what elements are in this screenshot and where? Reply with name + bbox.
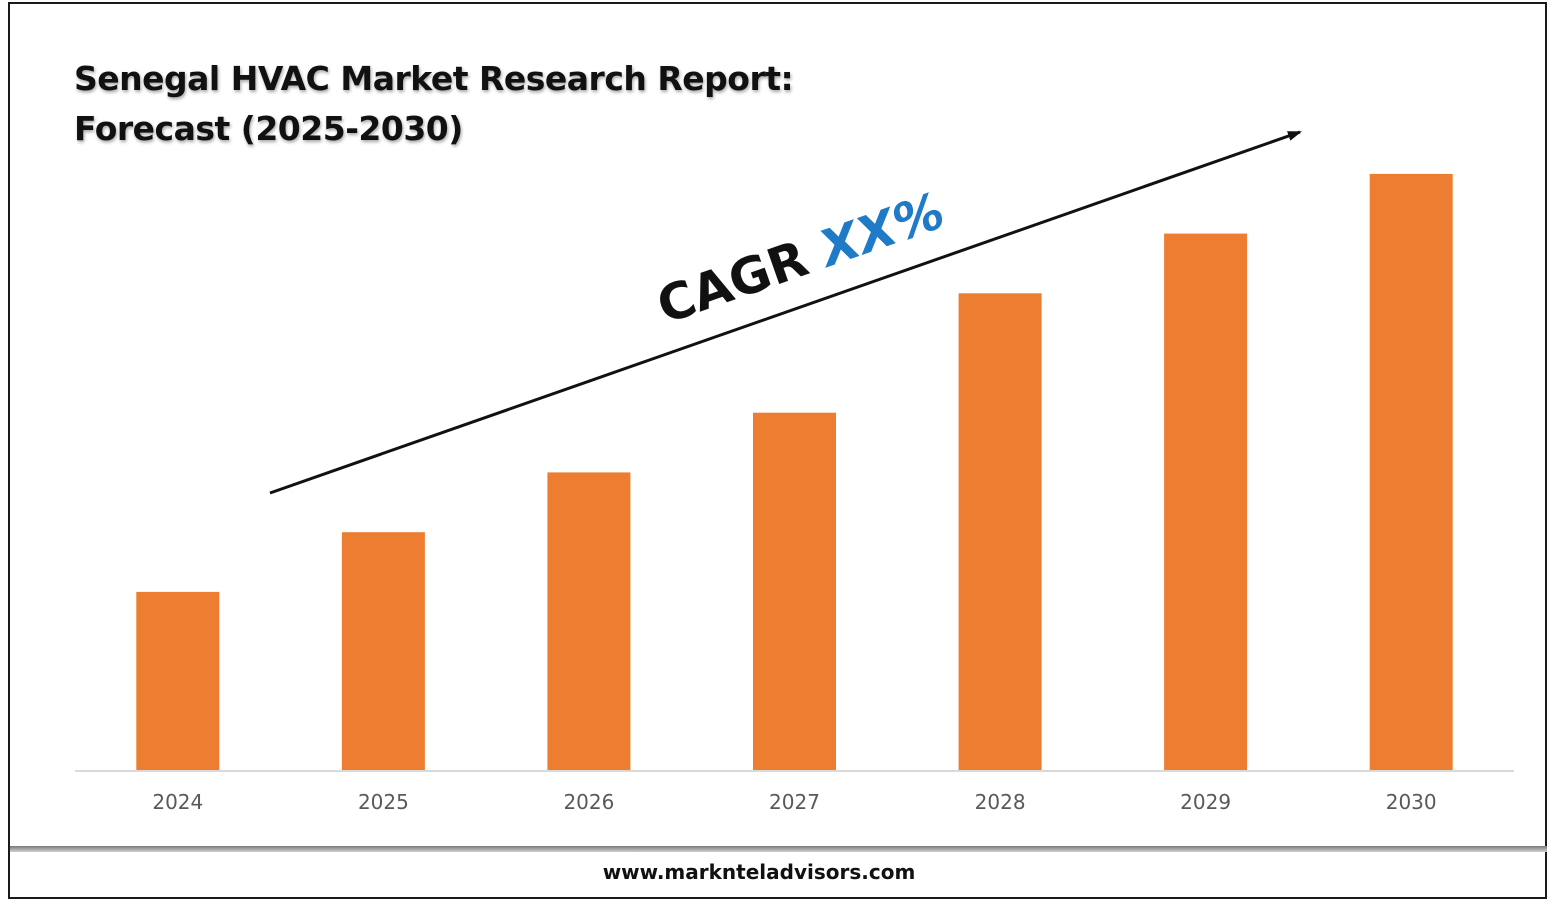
title-line-2: Forecast (2025-2030) (74, 109, 463, 148)
cagr-annotation: CAGR XX% (650, 182, 952, 336)
bar-2029 (1164, 233, 1248, 772)
x-tick-labels: 2024 2025 2026 2027 2028 2029 2030 (152, 790, 1436, 814)
x-tick-label-2028: 2028 (975, 790, 1026, 814)
x-tick-label-2025: 2025 (358, 790, 409, 814)
x-tick-label-2026: 2026 (563, 790, 614, 814)
cagr-value: XX% (810, 182, 952, 280)
footer-url: www.marknteladvisors.com (602, 860, 916, 884)
x-tick-label-2029: 2029 (1180, 790, 1231, 814)
footer-divider (10, 846, 1547, 852)
bar-group (136, 173, 1453, 772)
bar-2027 (753, 412, 836, 771)
cagr-label: CAGR (650, 224, 832, 336)
bar-2028 (958, 293, 1042, 771)
bar-2025 (341, 532, 425, 771)
x-tick-label-2027: 2027 (769, 790, 820, 814)
trend-arrow (269, 130, 1302, 495)
bar-2026 (547, 472, 631, 771)
bar-2030 (1369, 173, 1453, 771)
x-tick-label-2024: 2024 (152, 790, 203, 814)
title-line-1: Senegal HVAC Market Research Report: (74, 59, 794, 98)
chart-title: Senegal HVAC Market Research Report: For… (74, 54, 794, 154)
bar-2024 (136, 591, 220, 771)
x-tick-label-2030: 2030 (1386, 790, 1437, 814)
